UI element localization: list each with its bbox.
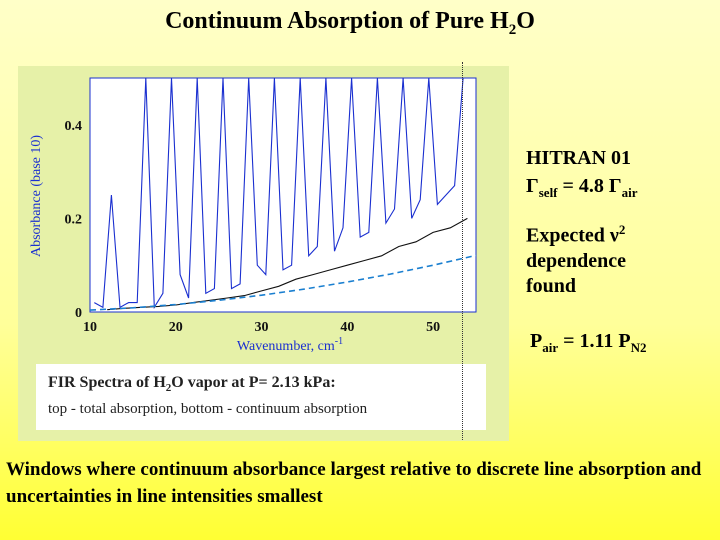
gamma-ratio: Γself = 4.8 Γair bbox=[526, 172, 638, 207]
conclusion-text: Windows where continuum absorbance large… bbox=[6, 459, 702, 507]
y-tick-label: 0.4 bbox=[65, 119, 83, 134]
x-axis-label-sup: -1 bbox=[335, 336, 343, 347]
gamma-mid: = 4.8 Γ bbox=[557, 175, 622, 197]
y-tick-label: 0.2 bbox=[65, 212, 83, 227]
caption-line-2: top - total absorption, bottom - continu… bbox=[48, 401, 368, 417]
x-tick-label: 30 bbox=[255, 320, 269, 335]
spectrum-chart: 00.20.4 10 20 30 40 50 Absorbance (base 10) … bbox=[29, 77, 477, 354]
spectrum-figure: 0 0.2 0.4 10 20 30 40 50 Absorbance (base 10) … bbox=[18, 66, 509, 441]
pair-sub-air: air bbox=[542, 340, 559, 355]
x-tick-label: 40 bbox=[340, 320, 354, 335]
pair-prefix: P bbox=[530, 330, 543, 352]
x-axis-label-text: Wavenumber, cm bbox=[237, 339, 335, 354]
expected-prefix: Expected ν bbox=[526, 224, 619, 247]
title-prefix: Continuum Absorption of Pure H bbox=[165, 8, 509, 34]
hitran-note: HITRAN 01 Γself = 4.8 Γair bbox=[526, 144, 638, 207]
gamma-sub-self: self bbox=[538, 185, 558, 200]
y-axis-label: Absorbance (base 10) bbox=[29, 135, 44, 257]
pair-mid: = 1.11 P bbox=[558, 330, 631, 352]
caption-line-1-prefix: FIR Spectra of H bbox=[48, 374, 166, 391]
title-suffix: O bbox=[516, 8, 535, 34]
plot-area bbox=[89, 77, 477, 313]
expected-line-3: found bbox=[526, 274, 577, 297]
x-axis-label: Wavenumber, cm-1 bbox=[237, 336, 343, 354]
series-line-1 bbox=[94, 77, 464, 310]
x-tick-labels: 10 20 30 40 50 bbox=[83, 320, 440, 335]
expected-line-2: dependence bbox=[526, 249, 626, 272]
hitran-label: HITRAN 01 bbox=[526, 147, 632, 169]
x-tick-label: 50 bbox=[426, 320, 440, 335]
title-subscript: 2 bbox=[508, 21, 517, 38]
pressure-note: Pair = 1.11 PN2 bbox=[530, 330, 647, 356]
expected-note: Expected ν2 dependence found bbox=[526, 217, 686, 299]
y-tick-labels: 0 0.2 0.4 bbox=[65, 119, 83, 321]
figure-caption: FIR Spectra of H2O vapor at P= 2.13 kPa:… bbox=[36, 364, 486, 430]
caption-line-1: FIR Spectra of H2O vapor at P= 2.13 kPa: bbox=[48, 374, 336, 394]
caption-line-1-sub: 2 bbox=[165, 382, 172, 395]
y-tick-label: 0 bbox=[75, 306, 82, 321]
caption-line-1-suffix: O vapor at P= 2.13 kPa: bbox=[171, 374, 336, 391]
gamma-prefix: Γ bbox=[526, 175, 539, 197]
series-line-3 bbox=[89, 254, 477, 311]
gamma-sub-air: air bbox=[621, 185, 638, 200]
slide-title: Continuum Absorption of Pure H2O bbox=[0, 8, 700, 39]
expected-line-1: Expected ν2 bbox=[526, 217, 686, 249]
series-line-2 bbox=[107, 217, 468, 311]
x-tick-label: 20 bbox=[169, 320, 183, 335]
dotted-divider bbox=[462, 62, 463, 440]
expected-sup: 2 bbox=[618, 222, 626, 237]
pair-sub-n2: N2 bbox=[630, 340, 647, 355]
x-tick-label: 10 bbox=[83, 320, 97, 335]
series-layer bbox=[89, 77, 477, 311]
